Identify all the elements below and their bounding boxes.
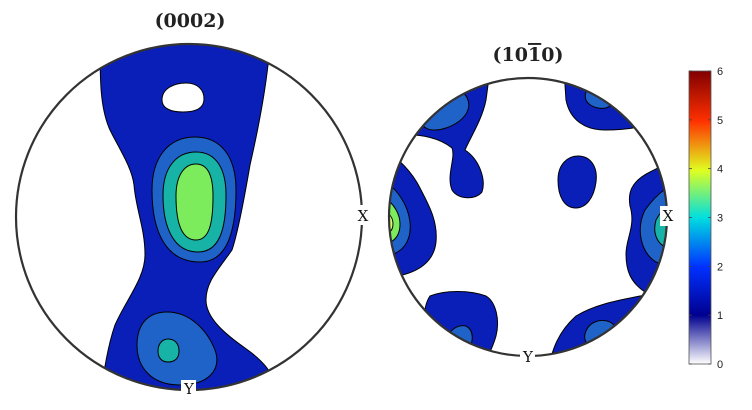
axis-label-x: X xyxy=(663,207,674,225)
contour-level-3-right xyxy=(654,189,667,249)
contour-level-3-lower xyxy=(157,338,180,363)
contour-lobe-bottom-right xyxy=(547,293,667,356)
contour-map-0002 xyxy=(99,44,281,390)
pole-figure-10-10: (1010) xyxy=(387,44,675,366)
colorbar-tick-label: 2 xyxy=(717,261,723,273)
pole-figure-title-10-10: (1010) xyxy=(493,44,564,66)
axis-label-y: Y xyxy=(183,380,195,398)
axis-label-x: X xyxy=(358,207,369,225)
axis-label-y: Y xyxy=(522,348,534,366)
contour-level-4 xyxy=(175,163,214,241)
colorbar-tick-label: 4 xyxy=(717,164,723,176)
x-label-bg xyxy=(355,205,370,225)
colorbar: 6 5 4 3 2 1 0 xyxy=(688,66,723,371)
contour-lobe-top-right xyxy=(563,78,661,131)
contour-blob-center xyxy=(557,155,597,209)
colorbar-ticks: 6 5 4 3 2 1 0 xyxy=(689,66,723,371)
colorbar-gradient xyxy=(688,70,712,365)
colorbar-tick-label: 6 xyxy=(717,66,723,78)
colorbar-tick-label: 1 xyxy=(717,310,723,322)
y-label-bg xyxy=(520,348,535,365)
colorbar-tick-label: 5 xyxy=(717,115,723,127)
y-label-bg xyxy=(181,380,196,398)
pole-figure-title-0002: (0002) xyxy=(155,10,226,32)
contour-map-10-10 xyxy=(389,78,667,356)
pole-figure-0002: (0002) X Y xyxy=(14,10,370,398)
colorbar-tick-label: 3 xyxy=(717,213,723,225)
x-label-bg xyxy=(660,206,675,226)
colorbar-tick-label: 0 xyxy=(717,359,723,371)
contour-hole xyxy=(161,82,205,113)
